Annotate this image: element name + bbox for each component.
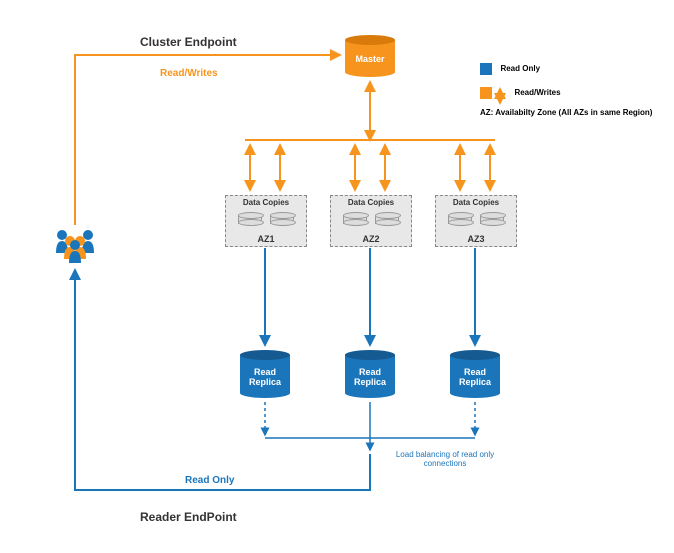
replica-label: Read Replica [345,368,395,388]
az-box-2: Data Copies AZ2 [330,195,412,247]
read-replica-3: Read Replica [450,350,500,398]
legend-read-writes: Read/Writes [514,88,560,97]
data-copies-label: Data Copies [436,198,516,207]
read-replica-1: Read Replica [240,350,290,398]
users-icon [50,225,100,265]
legend-blue-icon [480,63,492,75]
data-copies-label: Data Copies [331,198,411,207]
master-label: Master [345,55,395,65]
reader-endpoint-label: Reader EndPoint [140,510,237,524]
legend-orange-icon [480,87,492,99]
read-only-label: Read Only [185,475,234,486]
legend-read-only: Read Only [500,64,540,73]
load-balance-label: Load balancing of read only connections [385,450,505,468]
read-replica-2: Read Replica [345,350,395,398]
replica-label: Read Replica [450,368,500,388]
az3-label: AZ3 [436,234,516,244]
read-writes-label: Read/Writes [160,68,218,79]
master-db: Master [345,35,395,77]
az1-label: AZ1 [226,234,306,244]
data-copies-label: Data Copies [226,198,306,207]
az2-label: AZ2 [331,234,411,244]
az-box-3: Data Copies AZ3 [435,195,517,247]
cluster-endpoint-label: Cluster Endpoint [140,35,237,49]
legend-az-note: AZ: Availabilty Zone (All AZs in same Re… [480,108,652,117]
replica-label: Read Replica [240,368,290,388]
legend: Read Only Read/Writes AZ: Availabilty Zo… [480,60,652,117]
az-box-1: Data Copies AZ1 [225,195,307,247]
